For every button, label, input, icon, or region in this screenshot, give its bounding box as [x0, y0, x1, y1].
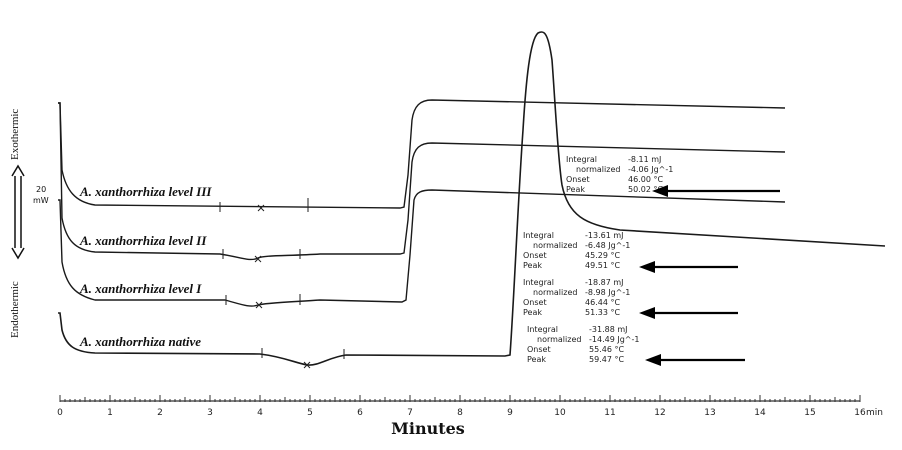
x-tick-label: 14 — [754, 408, 766, 418]
scale-unit: mW — [33, 196, 49, 205]
annotation-value: 49.51 °C — [585, 261, 620, 270]
annotation-value: 55.46 °C — [589, 345, 624, 354]
x-tick-label: 4 — [257, 408, 263, 418]
x-tick-label: 5 — [307, 408, 313, 418]
series-label-level-ii: A. xanthorrhiza level II — [79, 233, 207, 248]
annotation-key: Onset — [523, 251, 547, 260]
annotation-key: Onset — [523, 298, 547, 307]
annotation-key: Onset — [566, 175, 590, 184]
arrow-level-iii — [652, 185, 780, 197]
trace-native — [58, 31, 886, 366]
annotation-value: 50.02 °C — [628, 185, 663, 194]
x-tick-label: 16 — [854, 408, 866, 418]
marker-native-x — [303, 361, 311, 369]
arrow-native — [645, 354, 745, 366]
x-tick-label: 13 — [704, 408, 715, 418]
x-tick-label: 8 — [457, 408, 463, 418]
annotation-key: Integral — [527, 325, 558, 334]
annotation-key: Peak — [523, 261, 542, 270]
marker-ii-x — [254, 255, 262, 263]
annotation-value: -8.98 Jg^-1 — [585, 288, 630, 297]
x-axis-title: Minutes — [391, 419, 465, 438]
trace-level-i — [58, 189, 786, 307]
annotation-key: Peak — [523, 308, 542, 317]
annotations: Integral -8.11 mJ normalized -4.06 Jg^-1 Ons… — [523, 155, 673, 364]
annotation-key: normalized — [537, 335, 581, 344]
endothermic-label: Endothermic — [9, 281, 21, 338]
arrow-level-i — [639, 307, 738, 319]
annotation-key: normalized — [576, 165, 620, 174]
annotation-value: -14.49 Jg^-1 — [589, 335, 639, 344]
x-tick-label: 9 — [507, 408, 513, 418]
annotation-key: Integral — [523, 278, 554, 287]
double-arrow-icon — [11, 164, 25, 260]
annotation-key: Peak — [566, 185, 585, 194]
trace-level-ii — [58, 102, 786, 261]
annotation-value: -8.11 mJ — [628, 155, 661, 164]
annotation-value: 45.29 °C — [585, 251, 620, 260]
x-tick-label: 12 — [654, 408, 665, 418]
annotation-value: -6.48 Jg^-1 — [585, 241, 630, 250]
arrow-level-ii — [639, 261, 738, 273]
annotation-value: 46.00 °C — [628, 175, 663, 184]
x-unit-label: min — [866, 408, 883, 418]
marker-i-x — [255, 301, 263, 309]
annotation-key: normalized — [533, 241, 577, 250]
annotation-value: -18.87 mJ — [585, 278, 623, 287]
annotation-value: -31.88 mJ — [589, 325, 627, 334]
x-tick-label: 11 — [604, 408, 615, 418]
marker-iii-x — [257, 204, 265, 212]
x-tick-label: 3 — [207, 408, 213, 418]
exothermic-label: Exothermic — [9, 109, 21, 160]
annotation-key: Peak — [527, 355, 546, 364]
x-tick-label: 1 — [107, 408, 113, 418]
annotation-value: 51.33 °C — [585, 308, 620, 317]
x-tick-label: 7 — [407, 408, 413, 418]
annotation-key: normalized — [533, 288, 577, 297]
annotation-value: 46.44 °C — [585, 298, 620, 307]
annotation-value: 59.47 °C — [589, 355, 624, 364]
x-tick-label: 6 — [357, 408, 363, 418]
annotation-value: -13.61 mJ — [585, 231, 623, 240]
integration-markers — [219, 198, 345, 369]
series-label-native: A. xanthorrhiza native — [79, 334, 201, 349]
x-axis-ticks: 0 1 2 3 4 5 6 7 8 9 10 11 12 13 14 15 16 min — [57, 395, 883, 418]
x-tick-label: 15 — [804, 408, 815, 418]
x-tick-label: 2 — [157, 408, 163, 418]
series-label-level-i: A. xanthorrhiza level I — [79, 281, 202, 296]
x-tick-label: 0 — [57, 408, 63, 418]
annotation-key: Onset — [527, 345, 551, 354]
annotation-key: Integral — [523, 231, 554, 240]
scale-value: 20 — [36, 185, 46, 194]
x-tick-label: 10 — [554, 408, 566, 418]
trace-level-iii — [58, 99, 786, 209]
annotation-value: -4.06 Jg^-1 — [628, 165, 673, 174]
series-label-level-iii: A. xanthorrhiza level III — [79, 184, 212, 199]
annotation-key: Integral — [566, 155, 597, 164]
